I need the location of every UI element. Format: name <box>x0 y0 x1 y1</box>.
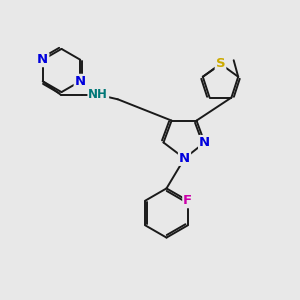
Text: N: N <box>37 53 48 66</box>
Text: N: N <box>75 75 86 88</box>
Text: S: S <box>216 57 225 70</box>
Text: N: N <box>179 152 190 165</box>
Text: NH: NH <box>88 88 108 101</box>
Text: F: F <box>183 194 192 207</box>
Text: N: N <box>199 136 210 149</box>
